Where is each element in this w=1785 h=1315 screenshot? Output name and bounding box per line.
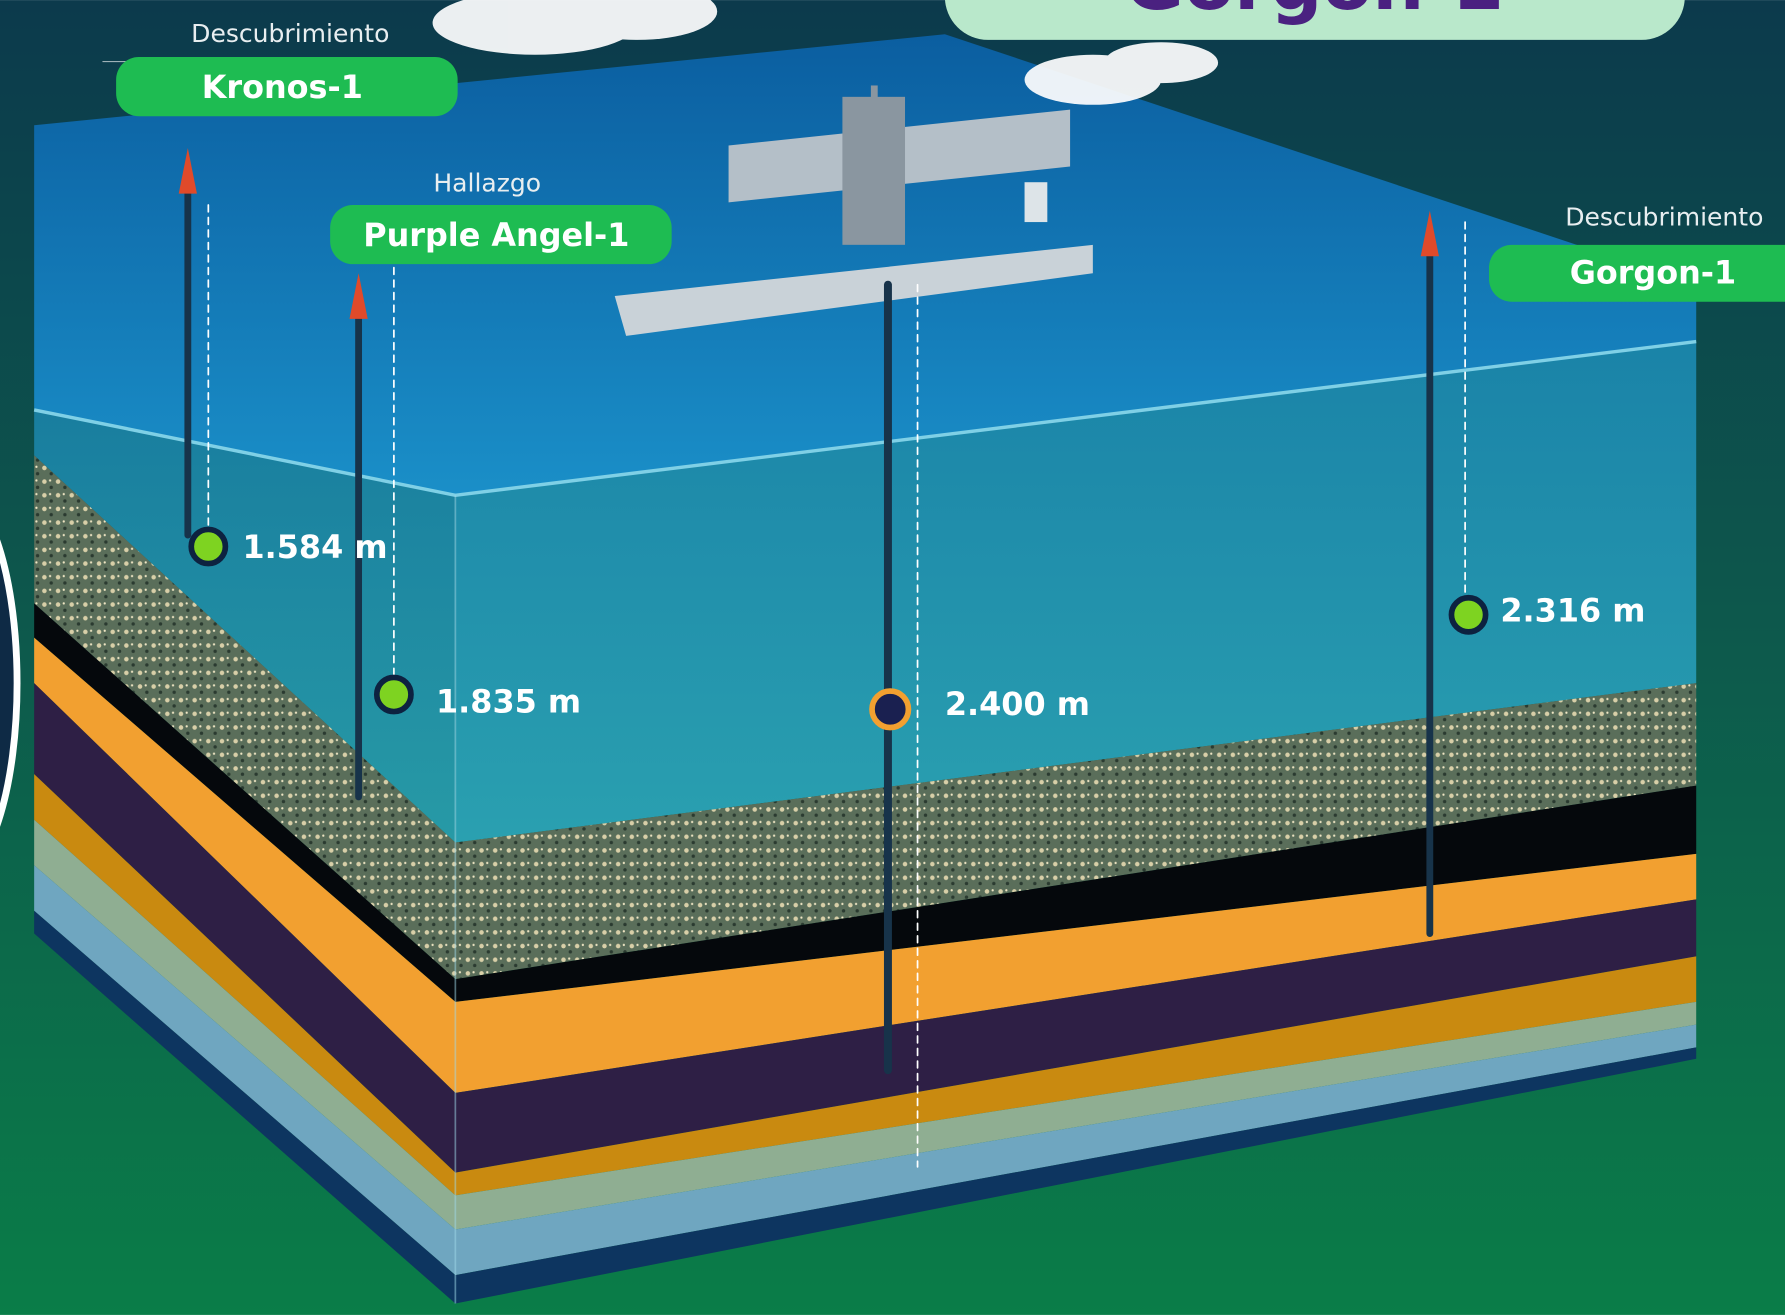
well-depth: 1.584 m (242, 528, 387, 566)
well-depth: 2.316 m (1500, 592, 1645, 630)
side-badge (0, 539, 21, 827)
title-pill (944, 0, 1685, 40)
drillship (614, 85, 1093, 336)
well-status: Descubrimiento (1565, 202, 1763, 231)
well-pill (116, 56, 458, 117)
depth-markers (188, 526, 1489, 731)
main-depth: 2.400 m (945, 685, 1090, 723)
well-pill (330, 204, 672, 265)
well-status: Descubrimiento (191, 19, 389, 48)
well-depth: 1.835 m (436, 683, 581, 721)
wells (178, 148, 1466, 1168)
well-name: Kronos-1 (202, 68, 363, 106)
well-name: Gorgon-1 (1570, 253, 1737, 291)
block (33, 34, 1697, 1304)
well-name: Purple Angel-1 (363, 216, 629, 254)
title: Gorgon-2 (1124, 0, 1505, 27)
clouds (432, 0, 1219, 105)
well-pill (1489, 244, 1785, 302)
well-status: Hallazgo (433, 168, 541, 197)
